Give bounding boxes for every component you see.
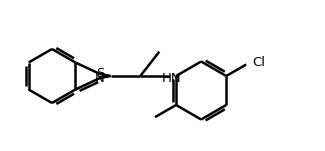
Text: HN: HN (162, 72, 182, 85)
Text: N: N (95, 72, 105, 85)
Text: Cl: Cl (252, 56, 265, 69)
Text: S: S (96, 67, 104, 80)
